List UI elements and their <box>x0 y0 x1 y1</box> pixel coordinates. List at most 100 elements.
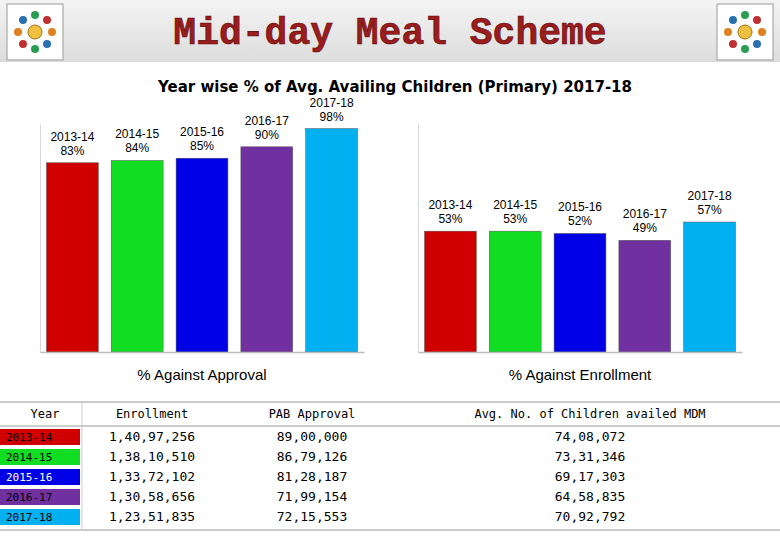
table-rule <box>82 402 83 530</box>
table-rule <box>0 426 780 427</box>
table-cell: 72,15,553 <box>277 509 347 524</box>
data-label: 98% <box>320 110 344 124</box>
table-rule <box>0 530 780 531</box>
logo-dot <box>729 16 737 24</box>
table-cell: 64,58,835 <box>555 489 625 504</box>
logo-dot <box>741 11 749 19</box>
table-cell: 89,00,000 <box>277 429 347 444</box>
logo-center <box>738 25 752 39</box>
bar <box>619 240 671 352</box>
bars <box>46 129 357 352</box>
logo-frame <box>7 4 63 60</box>
category-label: 2013-14 <box>428 198 472 212</box>
logo-frame <box>717 4 773 60</box>
bars <box>424 222 735 352</box>
data-label: 84% <box>125 141 149 155</box>
table-cell: 73,31,346 <box>555 449 625 464</box>
category-label: 2017-18 <box>688 189 732 203</box>
logo-center <box>28 25 42 39</box>
year-cell <box>0 489 80 505</box>
data-label: 53% <box>438 212 462 226</box>
category-label: 2015-16 <box>558 200 602 214</box>
x-axis-line <box>41 352 365 354</box>
table-cell: 71,99,154 <box>277 489 348 504</box>
category-label: 2016-17 <box>245 114 289 128</box>
y-axis <box>40 125 41 353</box>
category-label: 2015-16 <box>180 125 224 139</box>
logo <box>717 4 773 60</box>
table-cell: 86,79,126 <box>277 449 347 464</box>
bar <box>554 233 606 352</box>
year-cell <box>0 429 80 445</box>
bar <box>46 163 98 352</box>
category-label: 2013-14 <box>50 130 94 144</box>
data-label: 49% <box>633 221 657 235</box>
bar <box>111 160 163 352</box>
table-year: 2015-16 <box>6 471 52 484</box>
x-axis-title: % Against Enrollment <box>509 366 652 383</box>
table-cell: 70,92,792 <box>555 509 625 524</box>
x-axis <box>419 352 743 353</box>
logo-dot <box>753 16 761 24</box>
table-cell: 1,40,97,256 <box>109 429 195 444</box>
table-header: Year <box>31 407 60 421</box>
logo-dot <box>19 40 27 48</box>
year-cell <box>0 449 80 465</box>
header-band <box>0 0 780 62</box>
data-label: 52% <box>568 214 592 228</box>
page: Mid-day Meal SchemeYear wise % of Avg. A… <box>0 0 780 540</box>
category-label: 2017-18 <box>310 96 354 110</box>
chart: 2013-1453%2014-1553%2015-1652%2016-1749%… <box>419 125 743 384</box>
table-cell: 1,30,58,656 <box>109 489 195 504</box>
data-labels: 2013-1483%2014-1584%2015-1685%2016-1790%… <box>50 96 354 158</box>
logo <box>7 4 63 60</box>
logo-dot <box>43 16 51 24</box>
logo-dot <box>14 28 22 36</box>
title: Mid-day Meal Scheme <box>173 12 606 55</box>
x-axis-title: % Against Approval <box>137 366 266 383</box>
logo-dot <box>741 45 749 53</box>
table-header: Avg. No. of Children availed MDM <box>474 407 705 421</box>
data-label: 57% <box>698 203 722 217</box>
data-label: 85% <box>190 139 214 153</box>
table: Year Enrollment PAB Approval Avg. No. of Ch… <box>0 402 780 530</box>
data-label: 53% <box>503 212 527 226</box>
bar <box>241 147 293 352</box>
table-year: 2016-17 <box>6 491 52 504</box>
category-label: 2014-15 <box>493 198 537 212</box>
bar <box>424 231 476 352</box>
table-cell: 81,28,187 <box>277 469 347 484</box>
logo-dot <box>724 28 732 36</box>
category-label: 2016-17 <box>623 207 667 221</box>
x-axis-line <box>419 352 743 354</box>
bar <box>684 222 736 352</box>
data-label: 83% <box>60 144 84 158</box>
y-axis-line <box>418 125 419 353</box>
table-rule <box>0 402 780 403</box>
logo-dot <box>31 45 39 53</box>
logo-dot <box>31 11 39 19</box>
table-year: 2014-15 <box>6 451 52 464</box>
table-year: 2013-14 <box>6 431 53 444</box>
table-cell: 69,17,303 <box>555 469 625 484</box>
bar <box>489 231 541 352</box>
table-cell: 1,38,10,510 <box>109 449 195 464</box>
table-cell: 1,23,51,835 <box>109 509 195 524</box>
logo-dot <box>43 40 51 48</box>
year-cell <box>0 469 80 485</box>
table-header: Enrollment <box>116 407 188 421</box>
y-axis <box>418 125 419 353</box>
category-label: 2014-15 <box>115 127 159 141</box>
logo-dot <box>758 28 766 36</box>
bar <box>176 158 228 352</box>
y-axis-line <box>40 125 41 353</box>
logo-dot <box>753 40 761 48</box>
logo-dot <box>19 16 27 24</box>
logo-dot <box>729 40 737 48</box>
table-year: 2017-18 <box>6 511 52 524</box>
year-cell <box>0 509 80 525</box>
bar <box>306 129 358 352</box>
table-cell: 74,08,072 <box>555 429 625 444</box>
table-header: PAB Approval <box>269 407 356 421</box>
data-labels: 2013-1453%2014-1553%2015-1652%2016-1749%… <box>428 189 732 235</box>
